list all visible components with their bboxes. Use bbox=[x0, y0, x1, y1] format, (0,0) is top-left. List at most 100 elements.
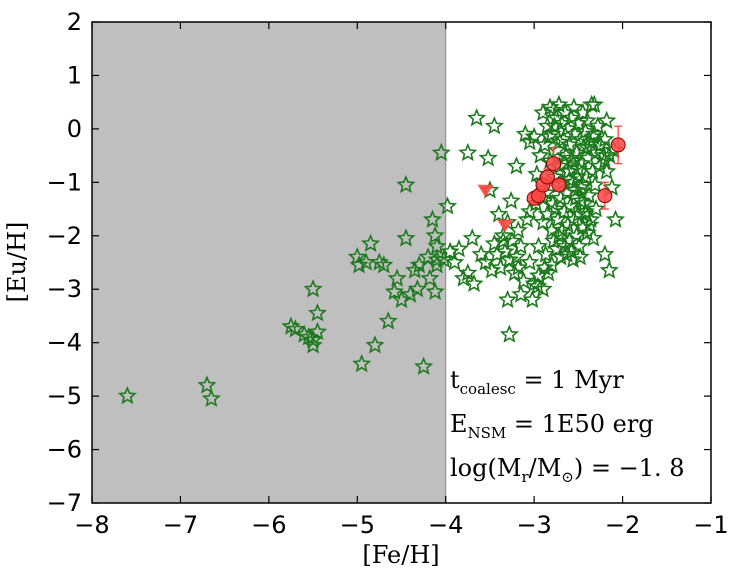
y-tick-label: 1 bbox=[67, 61, 82, 89]
star-point bbox=[434, 249, 454, 268]
star-point bbox=[453, 268, 473, 287]
star-point bbox=[558, 215, 578, 234]
star-point bbox=[498, 289, 518, 309]
star-point bbox=[197, 375, 217, 394]
star-point bbox=[572, 153, 592, 172]
star-point bbox=[471, 244, 491, 263]
star-point bbox=[586, 198, 606, 218]
star-point bbox=[484, 116, 504, 135]
star-point bbox=[568, 113, 588, 132]
star-point bbox=[559, 231, 580, 250]
x-tick-label: −3 bbox=[516, 511, 551, 539]
star-point bbox=[303, 279, 323, 298]
star-point bbox=[420, 268, 440, 287]
star-point bbox=[307, 321, 328, 341]
star-point bbox=[482, 260, 502, 279]
star-point bbox=[349, 255, 369, 274]
star-point bbox=[561, 148, 581, 167]
star-point bbox=[407, 279, 428, 298]
star-point bbox=[425, 281, 445, 301]
star-point bbox=[425, 225, 445, 244]
star-point bbox=[583, 126, 603, 146]
star-point bbox=[564, 209, 584, 228]
star-point bbox=[545, 198, 565, 218]
annotation-mass-ratio: log(Mr/M⊙) = −1. 8 bbox=[450, 454, 685, 486]
circle-point bbox=[539, 169, 555, 185]
y-tick-label: −7 bbox=[47, 489, 82, 517]
star-point bbox=[597, 110, 617, 130]
star-point bbox=[493, 231, 513, 250]
star-point bbox=[520, 252, 540, 271]
star-point bbox=[365, 335, 385, 354]
star-point bbox=[303, 329, 323, 349]
y-tick-label: 2 bbox=[67, 8, 82, 36]
star-point bbox=[546, 239, 566, 258]
star-point bbox=[515, 124, 535, 143]
plot-frame bbox=[91, 21, 712, 504]
star-point bbox=[396, 228, 416, 247]
star-point bbox=[571, 190, 591, 210]
star-series bbox=[117, 94, 626, 407]
annotation-coalescence-time: tcoalesc = 1 Myr bbox=[450, 366, 624, 398]
star-point bbox=[449, 239, 469, 258]
y-tick-label: 0 bbox=[67, 115, 82, 143]
star-point bbox=[501, 190, 521, 210]
star-point bbox=[384, 281, 405, 301]
star-point bbox=[489, 204, 509, 223]
star-point bbox=[513, 271, 534, 290]
star-point bbox=[493, 225, 513, 244]
star-point bbox=[418, 247, 438, 266]
star-point bbox=[559, 169, 580, 188]
star-point bbox=[535, 257, 555, 277]
star-point bbox=[285, 319, 305, 338]
star-point bbox=[544, 116, 565, 135]
star-point bbox=[464, 273, 484, 293]
star-point bbox=[478, 148, 498, 167]
star-point bbox=[431, 142, 451, 162]
star-point bbox=[511, 284, 531, 303]
star-point bbox=[511, 236, 531, 255]
star-point bbox=[524, 126, 544, 146]
star-point bbox=[444, 252, 465, 271]
circle-point bbox=[597, 188, 613, 204]
x-tick-label: −1 bbox=[693, 511, 728, 539]
y-tick-label: −2 bbox=[47, 222, 82, 250]
y-axis-ticks: −7 −6 −5 −4 −3 −2 −1 0 1 2 bbox=[47, 8, 711, 517]
star-point bbox=[303, 335, 323, 354]
x-axis-label: [Fe/H] bbox=[362, 541, 439, 569]
star-point bbox=[360, 233, 381, 252]
star-point bbox=[577, 110, 597, 130]
star-point bbox=[590, 134, 611, 154]
y-tick-label: −4 bbox=[47, 329, 82, 357]
star-point bbox=[427, 255, 447, 274]
star-point bbox=[374, 255, 394, 274]
star-point bbox=[458, 142, 478, 162]
triangle-series bbox=[477, 184, 513, 233]
star-point bbox=[584, 94, 604, 113]
circle-point bbox=[551, 177, 567, 193]
x-tick-label: −6 bbox=[251, 511, 286, 539]
star-point bbox=[602, 177, 622, 196]
star-point bbox=[499, 249, 519, 268]
triangle-point bbox=[496, 219, 513, 233]
star-point bbox=[577, 137, 597, 156]
star-point bbox=[549, 94, 569, 113]
star-point bbox=[508, 257, 528, 277]
star-point bbox=[414, 356, 434, 375]
star-point bbox=[201, 388, 221, 407]
star-point bbox=[581, 209, 601, 228]
star-point bbox=[570, 129, 590, 148]
star-point bbox=[499, 324, 519, 343]
star-point bbox=[405, 260, 425, 279]
star-point bbox=[535, 134, 555, 154]
star-point bbox=[462, 228, 482, 247]
star-point bbox=[563, 249, 583, 268]
star-point bbox=[580, 132, 600, 151]
triangle-point bbox=[477, 184, 494, 198]
star-point bbox=[506, 156, 527, 175]
y-tick-label: −1 bbox=[47, 168, 82, 196]
star-point bbox=[475, 252, 496, 271]
star-point bbox=[422, 209, 443, 228]
annotations: tcoalesc = 1 Myr ENSM = 1E50 erg log(Mr/… bbox=[450, 366, 685, 486]
